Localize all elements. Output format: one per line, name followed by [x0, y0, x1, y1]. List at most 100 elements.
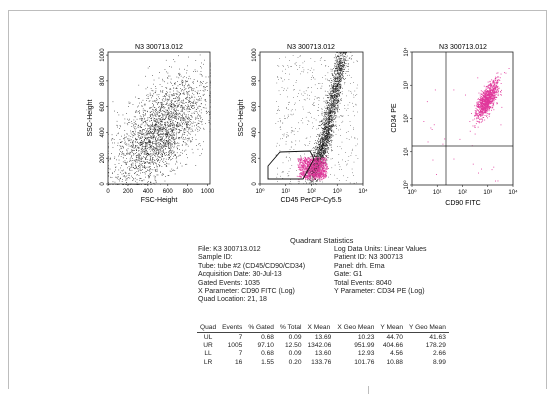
- plot-cd45-ssc: N3 300713.012 10⁰ 10¹ 10² 10³ 10⁴ 0 200 400 600 8…: [238, 44, 368, 204]
- plot-title: N3 300713.012: [439, 44, 487, 51]
- gate-g1: [267, 150, 315, 180]
- plot-cd90-cd34: N3 300713.012 10⁰ 10¹ 10² 10³ 10⁴10⁰10¹10²10…: [391, 44, 518, 207]
- table-cell: 7: [238, 350, 243, 358]
- y-tick-label: 600: [252, 101, 258, 112]
- table-header-row: Quad Events% Gated% Total X Mean X Geo Mean…: [197, 323, 449, 333]
- x-tick-label: 10²: [458, 190, 467, 196]
- quadrant-statistics-table: Quad Events% Gated% Total X Mean X Geo Mean…: [197, 323, 449, 366]
- page-border: [8, 10, 547, 389]
- y-axis-label: SSC-Height: [238, 99, 245, 136]
- y-tick-label: 0: [100, 182, 106, 186]
- table-cell: 1342.06: [307, 341, 332, 349]
- y-tick-label: 0: [252, 182, 258, 186]
- x-tick-label: 600: [163, 189, 174, 195]
- table-cell: 133.76: [311, 358, 332, 366]
- y-tick-label: 10³: [404, 81, 410, 90]
- stats-line: Total Events: 8040: [334, 279, 392, 287]
- table-cell: 41.63: [429, 333, 446, 341]
- column-header: % Total: [276, 323, 305, 333]
- table-cell: UR: [203, 341, 213, 349]
- plot-title: N3 300713.012: [135, 44, 183, 51]
- x-tick-label: 10³: [483, 190, 492, 196]
- table-cell: 0.20: [288, 358, 302, 366]
- table-cell: 1005: [227, 341, 243, 349]
- plot-title: N3 300713.012: [287, 44, 335, 51]
- table-cell: 10.88: [386, 358, 403, 366]
- stats-line: Patient ID: N3 300713: [334, 254, 403, 262]
- stats-line: Acquisition Date: 30-Jul-13: [198, 271, 282, 279]
- y-tick-label: 200: [252, 153, 258, 164]
- table-cell: 951.99: [354, 341, 375, 349]
- column-header: Y Mean: [377, 323, 406, 333]
- stats-title: Quadrant Statistics: [290, 236, 354, 245]
- x-tick-label: 400: [143, 189, 154, 195]
- table-cell: 13.69: [314, 333, 332, 341]
- table-cell: LR: [203, 358, 213, 366]
- stats-line: Panel: drh. Erna: [334, 262, 385, 270]
- stats-left-column: File: K3 300713.012 Sample ID: Tube: tube …: [198, 246, 305, 305]
- y-axis-label: SSC-Height: [87, 99, 94, 136]
- x-tick-label: 10¹: [281, 189, 290, 195]
- x-tick-label: 10⁰: [407, 189, 417, 196]
- table-cell: 2.66: [433, 350, 446, 358]
- dot-plots: N3 300713.012 0 200 400 600 800 1000 0 200 400 60…: [87, 44, 518, 207]
- y-tick-label: 1000: [252, 48, 258, 62]
- table-cell: 44.70: [386, 333, 403, 341]
- table-cell: 16: [234, 358, 243, 366]
- x-tick-label: 200: [123, 189, 134, 195]
- stats-line: Log Data Units: Linear Values: [334, 246, 427, 253]
- table-cell: 4.56: [390, 350, 403, 358]
- table-cell: 7: [238, 333, 243, 341]
- stats-line: Y Parameter: CD34 PE (Log): [334, 287, 425, 295]
- table-cell: 0.68: [261, 350, 274, 358]
- y-tick-label: 10²: [404, 114, 410, 123]
- table-cell: 0.68: [261, 333, 274, 341]
- table-cell: 12.93: [357, 350, 375, 358]
- x-tick-label: 1000: [201, 189, 215, 195]
- stats-line: Sample ID:: [198, 254, 233, 262]
- table-cell: 13.60: [314, 350, 332, 358]
- stats-right-column: Log Data Units: Linear Values Patient ID:…: [334, 246, 426, 296]
- x-tick-label: 800: [183, 189, 194, 195]
- table-cell: 0.09: [288, 333, 302, 341]
- y-tick-label: 10¹: [404, 147, 410, 156]
- x-tick-label: 10⁰: [255, 188, 265, 195]
- stats-line: Quad Location: 21, 18: [198, 296, 267, 304]
- column-header: % Gated: [245, 323, 277, 333]
- table-cell: 101.76: [354, 358, 375, 366]
- y-tick-label: 400: [252, 127, 258, 138]
- y-tick-label: 400: [100, 127, 106, 138]
- x-tick-label: 10¹: [433, 190, 442, 196]
- x-tick-label: 10⁴: [358, 188, 368, 195]
- table-cell: 12.50: [284, 341, 302, 349]
- y-tick-label: 1000: [100, 48, 106, 62]
- table-cell: 1.55: [261, 358, 274, 366]
- x-axis-label: FSC-Height: [141, 197, 178, 204]
- y-tick-label: 800: [252, 75, 258, 86]
- table-cell: 178.29: [425, 341, 446, 349]
- y-tick-label: 800: [100, 75, 106, 86]
- table-row: UR 1005 97.10 12.50 1342.06 951.99 404.66 178.2…: [197, 341, 449, 349]
- table-row: LL 7 0.68 0.09 13.60 12.93 4.56 2.66: [197, 350, 449, 358]
- page-border-tick: [368, 386, 369, 394]
- plot-ticks: 0 200 400 600 800 1000 0 200 400 600 800 1000: [100, 48, 215, 195]
- x-axis-label: CD90 FITC: [445, 200, 480, 207]
- plot-events: [423, 68, 510, 182]
- stats-line: File: K3 300713.012: [198, 246, 261, 253]
- y-tick-label: 10⁰: [403, 180, 410, 190]
- table-row: UL 7 0.68 0.09 13.69 10.23 44.70 41.63: [197, 333, 449, 342]
- column-header: Events: [219, 323, 246, 333]
- stats-line: Gated Events: 1035: [198, 279, 260, 287]
- table-cell: 8.99: [433, 358, 446, 366]
- column-header: Y Geo Mean: [405, 323, 449, 333]
- table-cell: LL: [204, 350, 212, 358]
- stats-line: Tube: tube #2 (CD45/CD90/CD34): [198, 262, 306, 270]
- table-row: LR 16 1.55 0.20 133.76 101.76 10.88 8.99: [197, 358, 449, 366]
- table-cell: 97.10: [257, 341, 274, 349]
- x-axis-label: CD45 PerCP-Cy5.5: [280, 197, 341, 204]
- x-tick-label: 0: [106, 189, 110, 195]
- x-tick-label: 10³: [333, 189, 342, 195]
- table-cell: 0.09: [288, 350, 302, 358]
- table-cell: 404.66: [382, 341, 403, 349]
- y-tick-label: 200: [100, 153, 106, 164]
